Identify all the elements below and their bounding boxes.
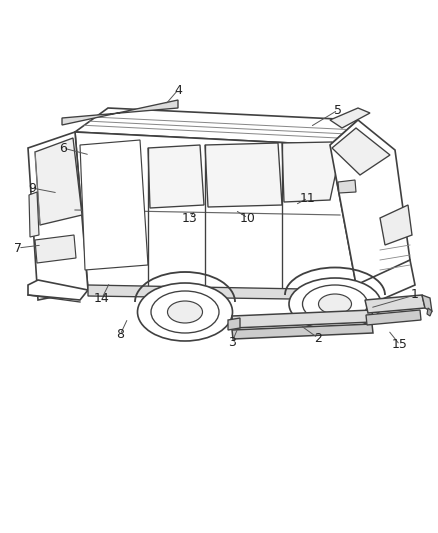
Text: 1: 1 (411, 288, 419, 302)
Text: 11: 11 (300, 191, 316, 205)
Ellipse shape (138, 283, 233, 341)
Polygon shape (282, 142, 336, 202)
Polygon shape (338, 180, 356, 193)
Polygon shape (28, 280, 88, 300)
Polygon shape (366, 310, 421, 325)
Polygon shape (35, 138, 82, 225)
Polygon shape (422, 295, 432, 312)
Ellipse shape (303, 285, 367, 323)
Text: 3: 3 (228, 335, 236, 349)
Polygon shape (62, 100, 178, 125)
Text: 13: 13 (182, 212, 198, 224)
Text: 9: 9 (28, 182, 36, 195)
Text: 2: 2 (314, 332, 322, 344)
Text: 8: 8 (116, 328, 124, 342)
Text: 7: 7 (14, 241, 22, 254)
Polygon shape (380, 205, 412, 245)
Polygon shape (427, 308, 432, 316)
Polygon shape (75, 108, 358, 145)
Polygon shape (232, 324, 373, 339)
Polygon shape (330, 120, 410, 295)
Polygon shape (330, 108, 370, 128)
Ellipse shape (318, 294, 352, 314)
Text: 15: 15 (392, 338, 408, 351)
Text: 10: 10 (240, 212, 256, 224)
Text: 6: 6 (59, 141, 67, 155)
Polygon shape (356, 260, 415, 308)
Text: 14: 14 (94, 292, 110, 304)
Ellipse shape (289, 278, 381, 330)
Polygon shape (232, 310, 373, 328)
Polygon shape (332, 128, 390, 175)
Text: 5: 5 (334, 103, 342, 117)
Polygon shape (28, 132, 88, 300)
Polygon shape (29, 192, 39, 237)
Polygon shape (228, 318, 240, 330)
Polygon shape (80, 140, 148, 270)
Polygon shape (148, 145, 204, 208)
Polygon shape (88, 285, 358, 300)
Polygon shape (75, 132, 358, 295)
Text: 4: 4 (174, 84, 182, 96)
Polygon shape (35, 235, 76, 263)
Ellipse shape (167, 301, 202, 323)
Polygon shape (365, 295, 425, 313)
Polygon shape (205, 143, 282, 207)
Ellipse shape (151, 291, 219, 333)
